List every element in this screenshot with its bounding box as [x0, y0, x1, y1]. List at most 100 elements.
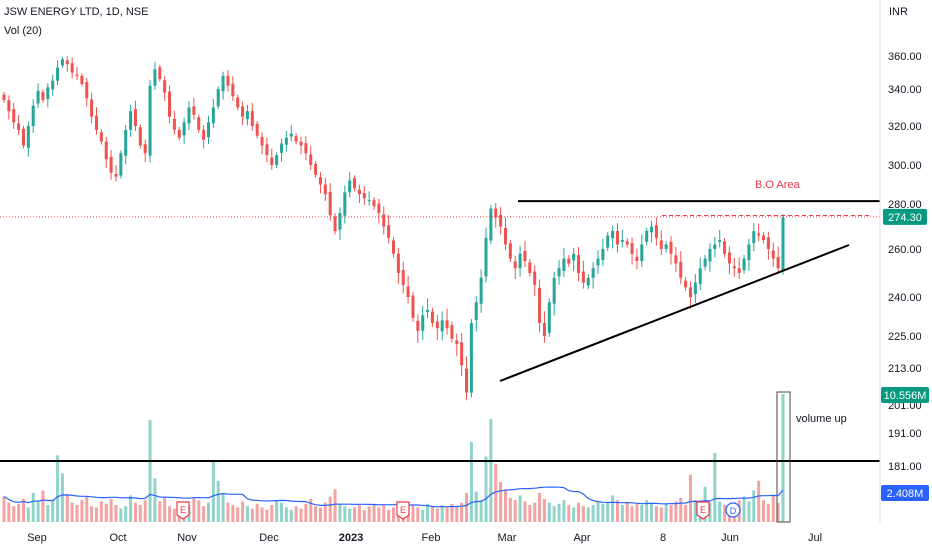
- candle-body: [747, 244, 751, 261]
- volume-bar: [158, 501, 162, 522]
- volume-bar: [766, 503, 770, 522]
- candle-body: [41, 91, 45, 101]
- price-tick-label: 320.00: [888, 121, 922, 133]
- candle-body: [241, 106, 245, 117]
- volume-bar: [70, 502, 74, 522]
- volume-bar: [494, 463, 498, 522]
- price-tick-label: 225.00: [888, 331, 922, 343]
- candle-body: [518, 253, 522, 269]
- volume-bar: [75, 505, 79, 522]
- candle-body: [353, 178, 357, 189]
- volume-bar: [542, 498, 546, 522]
- volume-bar: [2, 496, 6, 522]
- volume-bar: [60, 473, 64, 522]
- volume-bar: [469, 441, 473, 522]
- candle-body: [348, 180, 352, 193]
- volume-bar: [630, 506, 634, 522]
- candle-body: [211, 107, 215, 124]
- volume-bar: [718, 501, 722, 522]
- volume-bar: [221, 492, 225, 522]
- rising-trendline[interactable]: [499, 244, 850, 382]
- candle-body: [231, 83, 235, 97]
- candle-body: [138, 127, 142, 146]
- earnings-marker: E: [696, 501, 710, 520]
- volume-bar: [202, 506, 206, 522]
- volume-bar: [31, 492, 35, 522]
- candle-body: [216, 89, 220, 107]
- price-tick-label: 360.00: [888, 51, 922, 63]
- volume-bar: [757, 480, 761, 522]
- volume-bar: [211, 461, 215, 522]
- volume-bar: [562, 500, 566, 522]
- candle-body: [163, 80, 167, 93]
- volume-bar: [284, 507, 288, 522]
- candle-body: [294, 136, 298, 142]
- candle-body: [270, 157, 274, 165]
- volume-bar: [577, 502, 581, 522]
- volume-bar: [99, 501, 103, 522]
- volume-bar: [533, 502, 537, 522]
- candle-body: [645, 231, 649, 242]
- volume-bar: [17, 503, 21, 522]
- price-tick-label: 240.00: [888, 292, 922, 304]
- candle-body: [65, 60, 69, 65]
- volume-bar: [338, 503, 342, 522]
- time-tick-label: Oct: [109, 532, 126, 544]
- candle-body: [265, 144, 269, 156]
- volume-bar: [192, 497, 196, 522]
- volume-bar: [299, 508, 303, 522]
- volume-bar: [328, 496, 332, 522]
- volume-bar: [7, 502, 11, 522]
- volume-spike-box[interactable]: [776, 391, 791, 523]
- price-tick-label: 181.00: [888, 461, 922, 473]
- candle-body: [625, 241, 629, 245]
- candle-body: [304, 143, 308, 154]
- volume-bar: [615, 500, 619, 522]
- volume-bar: [172, 508, 176, 522]
- symbol-title[interactable]: JSW ENERGY LTD, 1D, NSE: [4, 6, 149, 18]
- candle-body: [513, 261, 517, 269]
- volume-bar: [260, 507, 264, 522]
- candle-body: [114, 173, 118, 177]
- volume-bar: [318, 507, 322, 522]
- candle-body: [80, 75, 84, 85]
- candle-body: [781, 217, 785, 272]
- candle-body: [343, 192, 347, 216]
- candle-body: [367, 200, 371, 202]
- svg-text:E: E: [400, 505, 406, 515]
- volume-indicator-label[interactable]: Vol (20): [4, 25, 42, 37]
- volume-bar: [143, 500, 147, 522]
- volume-bar: [289, 509, 293, 522]
- candle-body: [411, 295, 415, 318]
- candle-body: [708, 249, 712, 262]
- volume-bar: [659, 507, 663, 522]
- candle-body: [406, 286, 410, 297]
- candle-body: [85, 82, 89, 99]
- candle-body: [538, 287, 542, 323]
- candle-body: [474, 302, 478, 320]
- candle-body: [323, 184, 327, 195]
- volume-bar: [508, 497, 512, 522]
- volume-bar: [80, 500, 84, 522]
- volume-bar: [645, 500, 649, 522]
- volume-bar: [513, 500, 517, 522]
- volume-bar: [411, 505, 415, 522]
- volume-bar: [90, 506, 94, 522]
- volume-bar: [94, 507, 99, 522]
- candle-body: [503, 227, 507, 245]
- volume-bar: [387, 509, 391, 522]
- volume-bar: [236, 507, 240, 522]
- candle-body: [776, 257, 780, 269]
- volume-bar: [104, 503, 108, 522]
- price-tick-label: 340.00: [888, 84, 922, 96]
- volume-bar: [781, 394, 785, 522]
- candle-body: [771, 250, 775, 259]
- candle-body: [129, 111, 133, 130]
- volume-bar: [762, 500, 766, 522]
- candle-body: [562, 258, 566, 272]
- candle-body: [197, 117, 201, 130]
- candle-body: [567, 258, 571, 264]
- volume-bar: [250, 508, 254, 522]
